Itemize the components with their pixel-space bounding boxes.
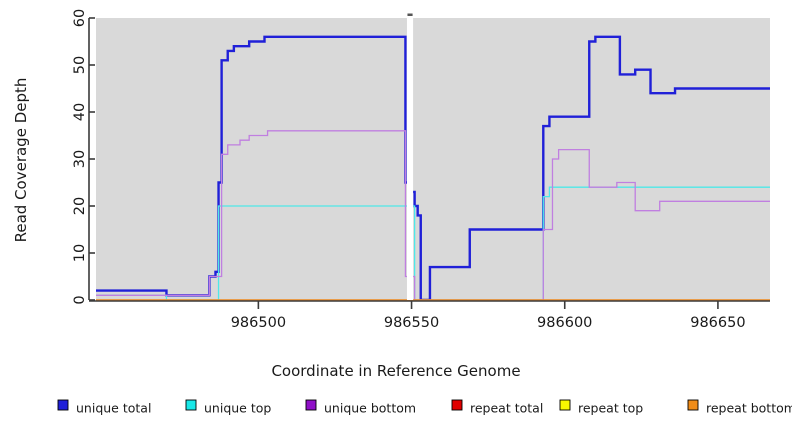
axes-layer — [88, 17, 770, 309]
y-tick-label: 30 — [72, 150, 88, 168]
x-tick-labels: 986500 986550 986600 986650 — [231, 315, 746, 331]
x-tick-label: 986600 — [537, 315, 592, 331]
legend-swatch-repeat-bottom — [687, 399, 699, 411]
series-line-unique-total — [96, 35, 770, 302]
legend-label-repeat-total: repeat total — [470, 401, 543, 416]
x-tick-label: 986650 — [690, 315, 745, 331]
series-layer — [96, 35, 770, 302]
legend-label-repeat-top: repeat top — [578, 401, 643, 416]
legend: unique total unique top unique bottom repea… — [57, 399, 792, 416]
legend-swatch-unique-bottom — [305, 399, 317, 411]
legend-swatch-unique-total — [57, 399, 69, 411]
y-tick-label: 40 — [72, 103, 88, 121]
gap-top-marker — [407, 13, 413, 16]
plot-background — [96, 18, 770, 300]
y-tick-label: 0 — [72, 295, 88, 304]
y-tick-label: 20 — [72, 197, 88, 215]
legend-label-unique-total: unique total — [76, 401, 151, 416]
y-tick-labels: 0 10 20 30 40 50 60 — [72, 9, 88, 305]
plot-area-fill — [96, 18, 770, 300]
y-axis-title: Read Coverage Depth — [12, 78, 30, 243]
y-tick-label: 50 — [72, 56, 88, 74]
legend-label-repeat-bottom: repeat bottom — [706, 401, 792, 416]
legend-swatch-repeat-top — [559, 399, 571, 411]
legend-swatch-unique-top — [185, 399, 197, 411]
y-tick-label: 10 — [72, 244, 88, 262]
series-line-unique-bottom — [96, 130, 770, 301]
missing-data-gap — [406, 12, 414, 300]
legend-label-unique-bottom: unique bottom — [324, 401, 416, 416]
gap-band — [406, 12, 414, 300]
x-axis-title: Coordinate in Reference Genome — [271, 362, 520, 380]
y-tick-label: 60 — [72, 9, 88, 27]
x-tick-label: 986500 — [231, 315, 286, 331]
x-tick-label: 986550 — [384, 315, 439, 331]
legend-label-unique-top: unique top — [204, 401, 271, 416]
legend-swatch-repeat-total — [451, 399, 463, 411]
